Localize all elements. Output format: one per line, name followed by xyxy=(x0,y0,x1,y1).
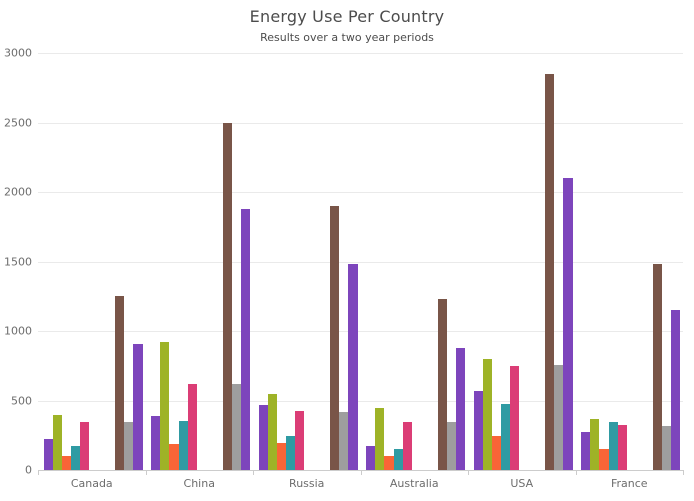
bar-australia-gray[interactable] xyxy=(446,422,456,470)
bar-australia-olive[interactable] xyxy=(375,408,385,470)
bar-france-gray[interactable] xyxy=(661,425,671,470)
bar-china-purple[interactable] xyxy=(151,415,161,470)
bar-usa-olive[interactable] xyxy=(482,358,492,470)
bar-china-brown[interactable] xyxy=(222,122,232,470)
bar-usa-orange[interactable] xyxy=(491,435,502,470)
bar-usa-gray[interactable] xyxy=(554,365,564,470)
y-axis-label-3000: 3000 xyxy=(4,46,32,60)
bar-canada-brown[interactable] xyxy=(115,296,125,470)
bar-canada-orange[interactable] xyxy=(61,456,72,470)
y-axis-label-1500: 1500 xyxy=(4,255,32,268)
bar-australia-teal[interactable] xyxy=(393,449,403,470)
gridline-1500 xyxy=(38,261,683,263)
x-axis-tick xyxy=(360,470,362,475)
bar-canada-violet[interactable] xyxy=(133,344,143,470)
bar-france-orange[interactable] xyxy=(599,449,609,470)
x-axis-tick xyxy=(253,470,254,475)
x-axis-label-china: China xyxy=(183,477,215,490)
bar-australia-violet[interactable] xyxy=(455,348,466,470)
bar-australia-pink[interactable] xyxy=(402,422,412,470)
gridline-2500 xyxy=(38,122,683,124)
bar-russia-pink[interactable] xyxy=(295,410,305,470)
x-axis-tick xyxy=(683,470,684,475)
bar-france-pink[interactable] xyxy=(617,424,627,470)
x-axis-tick xyxy=(145,470,147,475)
x-axis-label-russia: Russia xyxy=(289,477,325,490)
bar-usa-violet[interactable] xyxy=(563,178,573,470)
y-axis-label-2000: 2000 xyxy=(4,185,32,199)
bar-france-brown[interactable] xyxy=(652,264,662,470)
y-axis-label-500: 500 xyxy=(11,394,32,407)
chart-subtitle: Results over a two year periods xyxy=(260,31,434,44)
bar-russia-purple[interactable] xyxy=(258,404,268,470)
y-axis-label-1000: 1000 xyxy=(4,324,32,338)
bar-canada-teal[interactable] xyxy=(71,445,81,470)
bar-china-teal[interactable] xyxy=(178,421,188,470)
bar-australia-purple[interactable] xyxy=(366,445,376,470)
bar-china-orange[interactable] xyxy=(169,443,179,470)
bar-russia-gray[interactable] xyxy=(339,411,349,470)
y-axis-label-0: 0 xyxy=(25,463,32,477)
bar-france-purple[interactable] xyxy=(581,432,591,470)
bar-china-pink[interactable] xyxy=(187,383,197,470)
bar-usa-purple[interactable] xyxy=(473,390,483,470)
bar-france-olive[interactable] xyxy=(590,418,600,470)
gridline-3000 xyxy=(38,53,683,54)
x-axis-label-france: France xyxy=(610,477,648,490)
y-axis-label-2500: 2500 xyxy=(4,116,32,129)
bar-france-violet[interactable] xyxy=(670,310,681,470)
bar-russia-olive[interactable] xyxy=(267,393,277,470)
gridline-1000 xyxy=(38,331,683,332)
x-axis-label-australia: Australia xyxy=(389,477,439,490)
x-axis-label-usa: USA xyxy=(510,477,534,490)
bar-russia-orange[interactable] xyxy=(276,442,287,470)
bar-russia-violet[interactable] xyxy=(348,264,358,470)
bar-usa-brown[interactable] xyxy=(545,73,555,470)
bar-russia-teal[interactable] xyxy=(286,435,296,470)
gridline-500 xyxy=(38,400,683,402)
x-axis-tick xyxy=(575,470,577,475)
x-axis-tick xyxy=(468,470,469,475)
bar-canada-purple[interactable] xyxy=(43,439,53,470)
bar-russia-brown[interactable] xyxy=(330,205,340,470)
bar-australia-brown[interactable] xyxy=(437,299,447,470)
bar-china-gray[interactable] xyxy=(231,383,241,470)
bar-usa-pink[interactable] xyxy=(510,365,520,470)
bar-china-olive[interactable] xyxy=(160,342,170,470)
x-axis-tick xyxy=(38,470,39,475)
bar-canada-pink[interactable] xyxy=(80,422,90,470)
bar-china-violet[interactable] xyxy=(240,208,251,470)
bar-france-teal[interactable] xyxy=(608,422,618,470)
gridline-2000 xyxy=(38,192,683,193)
bar-canada-gray[interactable] xyxy=(124,422,134,470)
chart-title: Energy Use Per Country xyxy=(249,7,445,26)
x-axis-label-canada: Canada xyxy=(70,477,113,490)
bar-canada-olive[interactable] xyxy=(52,415,62,470)
bar-australia-orange[interactable] xyxy=(384,456,394,470)
bar-usa-teal[interactable] xyxy=(501,403,511,470)
